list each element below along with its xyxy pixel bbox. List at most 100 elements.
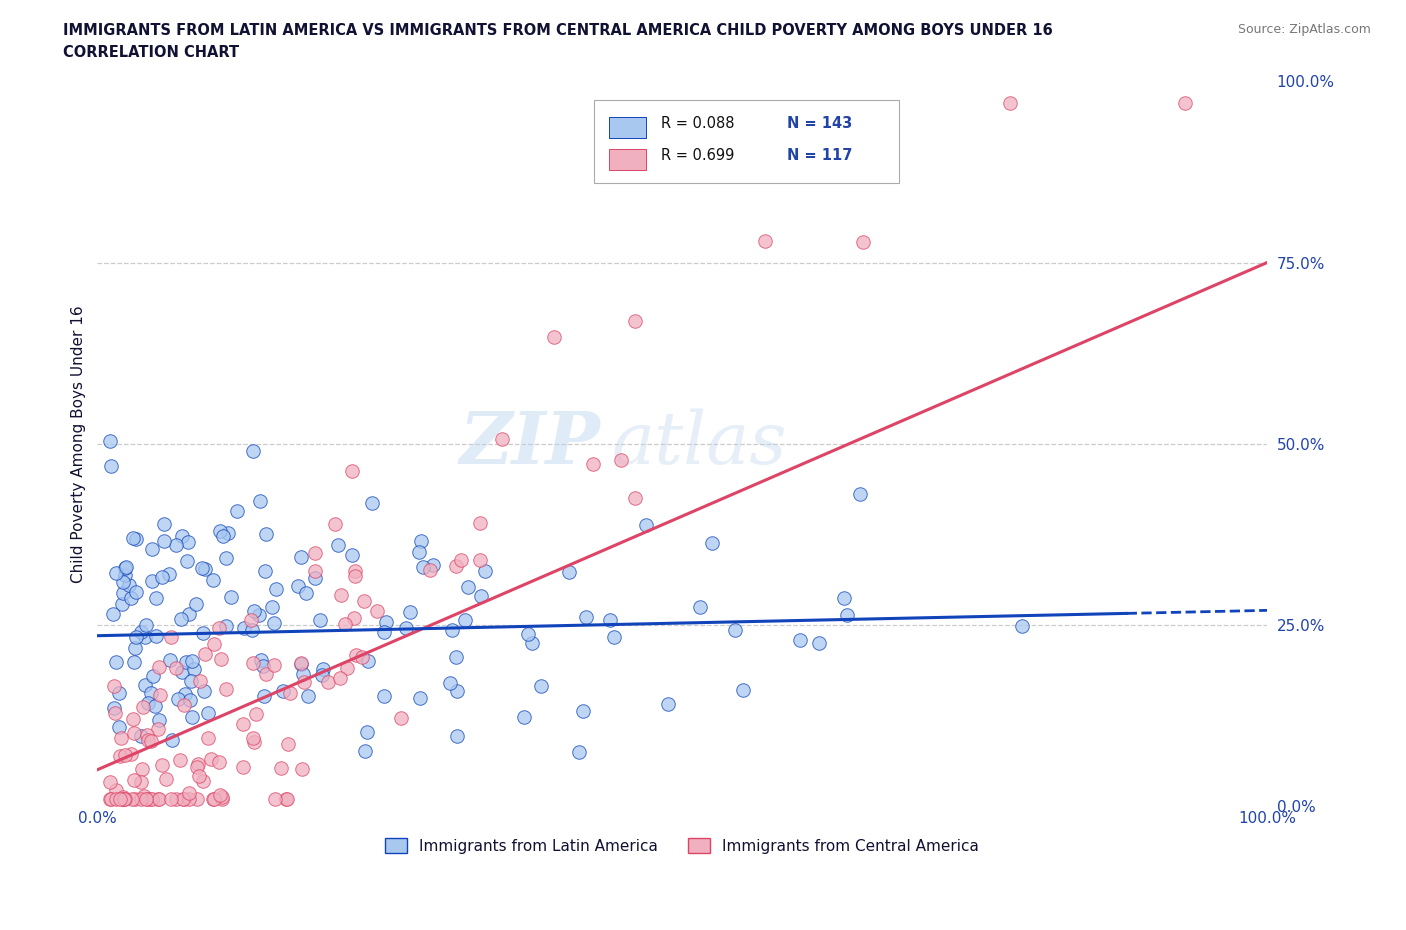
Point xyxy=(249,493,271,508)
Point xyxy=(262,600,284,615)
Point xyxy=(357,653,380,668)
Point xyxy=(557,565,579,579)
Point xyxy=(252,658,274,673)
Point xyxy=(253,564,276,578)
Text: ZIP: ZIP xyxy=(460,408,600,479)
Bar xyxy=(609,116,645,138)
Point xyxy=(100,458,122,473)
Point xyxy=(208,755,231,770)
Point xyxy=(129,729,152,744)
Point xyxy=(211,791,233,806)
Point xyxy=(325,517,347,532)
Point xyxy=(145,591,167,605)
Point xyxy=(194,562,217,577)
Point xyxy=(754,233,776,248)
Point xyxy=(277,737,299,751)
Point xyxy=(188,769,211,784)
Point xyxy=(105,655,128,670)
Point xyxy=(141,542,163,557)
Point xyxy=(422,558,444,573)
Point xyxy=(575,610,598,625)
Point xyxy=(193,684,215,698)
Point xyxy=(174,686,197,701)
Point xyxy=(373,625,395,640)
Point xyxy=(468,515,491,530)
Point xyxy=(361,496,384,511)
Point xyxy=(474,564,496,578)
Text: R = 0.699: R = 0.699 xyxy=(661,148,734,163)
Point xyxy=(440,623,463,638)
Point xyxy=(366,604,388,618)
Point xyxy=(110,730,132,745)
Point xyxy=(226,504,249,519)
Point xyxy=(120,747,142,762)
Point xyxy=(129,625,152,640)
Point xyxy=(186,791,208,806)
Point xyxy=(121,711,143,726)
Point xyxy=(176,553,198,568)
Point xyxy=(998,96,1021,111)
Point xyxy=(849,486,872,501)
Point xyxy=(131,700,153,715)
Point xyxy=(624,490,647,505)
Point xyxy=(124,640,146,655)
Point xyxy=(242,656,264,671)
Point xyxy=(689,599,711,614)
Point xyxy=(159,630,181,644)
Point xyxy=(343,564,366,578)
Point xyxy=(1174,96,1197,111)
Point xyxy=(240,612,263,627)
Point xyxy=(209,524,232,538)
Point xyxy=(172,791,194,806)
Point xyxy=(254,667,277,682)
Point xyxy=(439,676,461,691)
Point xyxy=(188,673,211,688)
Point xyxy=(208,788,231,803)
Point xyxy=(291,762,314,777)
Point xyxy=(852,234,875,249)
Point xyxy=(789,632,811,647)
Point xyxy=(657,696,679,711)
Point xyxy=(340,548,363,563)
Point xyxy=(191,625,214,640)
Point xyxy=(173,698,195,712)
Point xyxy=(270,761,292,776)
Point xyxy=(470,589,492,604)
Point xyxy=(811,107,834,122)
Point xyxy=(201,572,224,587)
Point xyxy=(610,453,633,468)
Point xyxy=(194,647,217,662)
Point xyxy=(111,575,134,590)
Point xyxy=(122,726,145,741)
Point xyxy=(408,690,430,705)
Point xyxy=(104,705,127,720)
Point xyxy=(152,533,174,548)
Point xyxy=(724,622,747,637)
Point xyxy=(111,596,134,611)
Point xyxy=(134,789,156,804)
Point xyxy=(148,712,170,727)
Point xyxy=(399,604,422,619)
Legend: Immigrants from Latin America, Immigrants from Central America: Immigrants from Latin America, Immigrant… xyxy=(380,832,986,860)
Point xyxy=(183,661,205,676)
Point xyxy=(252,689,274,704)
Point xyxy=(444,650,467,665)
Point xyxy=(180,653,202,668)
Point xyxy=(159,652,181,667)
Point xyxy=(202,791,225,806)
Point xyxy=(170,528,193,543)
Point xyxy=(340,464,363,479)
Point xyxy=(104,565,127,580)
Point xyxy=(450,552,472,567)
Point xyxy=(180,674,202,689)
Point xyxy=(1011,618,1033,633)
Point xyxy=(143,698,166,713)
Point xyxy=(114,748,136,763)
Point xyxy=(247,607,270,622)
Text: CORRELATION CHART: CORRELATION CHART xyxy=(63,45,239,60)
Point xyxy=(100,791,122,806)
Point xyxy=(336,660,359,675)
Point xyxy=(120,591,142,605)
Point xyxy=(304,545,326,560)
Point xyxy=(141,685,163,700)
